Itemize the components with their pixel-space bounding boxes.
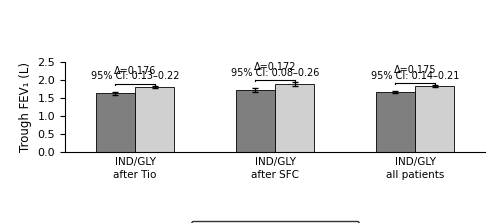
Bar xyxy=(415,86,454,152)
Text: Δ=0.176: Δ=0.176 xyxy=(114,66,156,76)
Legend: Baseline, Week 16: Baseline, Week 16 xyxy=(190,221,360,223)
Text: 95% CI: 0.08–0.26: 95% CI: 0.08–0.26 xyxy=(231,68,319,78)
Text: Δ=0.175: Δ=0.175 xyxy=(394,65,436,75)
Text: 95% CI: 0.14–0.21: 95% CI: 0.14–0.21 xyxy=(371,70,459,81)
Text: Δ=0.172: Δ=0.172 xyxy=(254,62,296,72)
Bar xyxy=(236,90,275,152)
Bar xyxy=(135,87,174,152)
Bar xyxy=(376,92,415,152)
Y-axis label: Trough FEV₁ (L): Trough FEV₁ (L) xyxy=(19,62,32,152)
Bar xyxy=(96,93,135,152)
Text: 95% CI: 0.13–0.22: 95% CI: 0.13–0.22 xyxy=(91,71,179,81)
Bar xyxy=(275,84,314,152)
